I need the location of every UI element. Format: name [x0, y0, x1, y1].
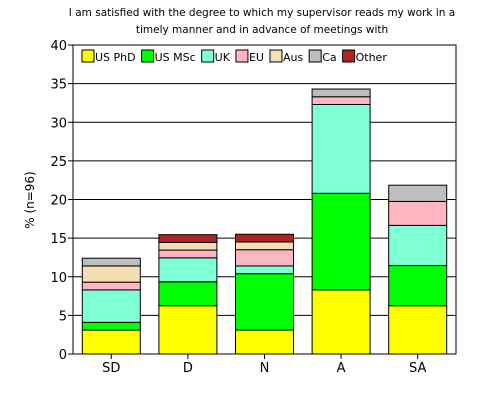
y-tick-label: 5 — [59, 309, 67, 324]
legend-swatch-eu — [235, 49, 249, 63]
y-tick-label: 40 — [50, 39, 67, 54]
bar-sa-uk — [388, 224, 448, 267]
y-tick-label: 25 — [50, 155, 67, 170]
bar-a-us-msc — [311, 192, 371, 291]
chart-title-line-1: I am satisfied with the degree to which … — [69, 7, 455, 19]
bar-a-us-phd — [311, 289, 371, 355]
y-tick-label: 30 — [50, 116, 67, 131]
legend-swatch-other — [342, 49, 356, 63]
bar-sa-eu — [388, 200, 448, 226]
bar-n-other — [235, 233, 294, 243]
legend: US PhD US MSc UK EU Aus Ca Other — [81, 49, 388, 64]
bar-d-us-phd — [158, 305, 218, 355]
plot-frame — [72, 44, 457, 355]
bar-a-ca — [311, 88, 371, 98]
legend-swatch-ca — [308, 49, 322, 63]
bar-sd-ca — [81, 257, 141, 267]
bar-n-uk — [235, 265, 294, 275]
bar-a-eu — [311, 96, 371, 105]
y-tick-label: 10 — [50, 271, 67, 286]
y-tick-label: 15 — [50, 232, 67, 247]
legend-label-us-msc: US MSc — [155, 51, 196, 64]
bar-n-aus — [235, 241, 294, 251]
bars — [81, 88, 448, 355]
legend-label-other: Other — [356, 51, 388, 64]
bar-n-eu — [235, 249, 294, 267]
bar-n-us-phd — [235, 329, 294, 355]
x-tick-label: A — [337, 361, 346, 376]
legend-swatch-us-phd — [81, 49, 95, 63]
bar-a-uk — [311, 103, 371, 194]
bar-sd-us-phd — [81, 329, 141, 355]
bar-sd-aus — [81, 265, 141, 283]
legend-label-ca: Ca — [322, 51, 336, 64]
bar-sa-us-phd — [388, 305, 448, 355]
y-tick-label: 0 — [59, 348, 67, 363]
x-tick-label: D — [183, 361, 193, 376]
bar-d-other — [158, 234, 218, 243]
y-tick-label: 35 — [50, 78, 67, 93]
bar-sd-eu — [81, 281, 141, 291]
bar-sd-us-msc — [81, 321, 141, 331]
bar-d-us-msc — [158, 281, 218, 307]
legend-swatch-uk — [201, 49, 215, 63]
bar-d-aus — [158, 241, 218, 251]
legend-swatch-us-msc — [141, 49, 155, 63]
bar-d-eu — [158, 249, 218, 259]
x-tick-label: SD — [102, 361, 120, 376]
legend-label-aus: Aus — [283, 51, 303, 64]
bar-d-uk — [158, 257, 218, 283]
legend-label-us-phd: US PhD — [95, 51, 136, 64]
bar-sa-ca — [388, 184, 448, 202]
axes: 0 5 10 15 20 25 30 35 40 SD D N A SA — [50, 39, 457, 376]
legend-label-uk: UK — [215, 51, 231, 64]
y-tick-label: 20 — [50, 194, 67, 209]
bar-n-us-msc — [235, 273, 294, 331]
y-axis-label: % (n=96) — [23, 171, 37, 229]
bar-sd-uk — [81, 289, 141, 323]
legend-label-eu: EU — [249, 51, 264, 64]
x-tick-label: N — [260, 361, 270, 376]
x-tick-label: SA — [409, 361, 426, 376]
bar-sa-us-msc — [388, 265, 448, 307]
chart-title-line-2: timely manner and in advance of meetings… — [136, 24, 388, 36]
legend-swatch-aus — [269, 49, 283, 63]
